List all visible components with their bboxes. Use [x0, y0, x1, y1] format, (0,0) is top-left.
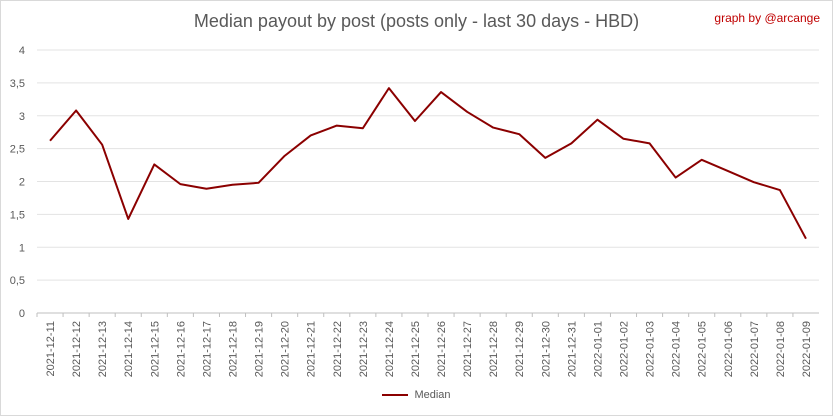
legend-label: Median — [414, 389, 451, 401]
x-tick-label: 2022-01-07 — [749, 321, 761, 377]
chart-credit: graph by @arcange — [714, 11, 820, 25]
series-lines — [49, 87, 807, 240]
x-tick-label: 2021-12-26 — [436, 321, 448, 377]
x-tick-label: 2022-01-08 — [775, 321, 787, 377]
x-tick-label: 2021-12-11 — [45, 321, 57, 376]
series-line-median — [49, 87, 807, 240]
x-tick-label: 2021-12-13 — [97, 321, 109, 377]
gridlines — [37, 49, 819, 314]
legend-swatch — [382, 394, 409, 396]
x-tick-label: 2021-12-19 — [254, 321, 266, 377]
x-tick-label: 2021-12-31 — [566, 321, 578, 377]
y-tick-label: 3,5 — [10, 78, 25, 90]
x-tick-label: 2022-01-09 — [801, 321, 813, 377]
x-tick-label: 2021-12-27 — [462, 321, 474, 377]
x-tick-label: 2021-12-16 — [175, 321, 187, 377]
legend: Median — [1, 389, 832, 401]
x-tick-label: 2021-12-22 — [332, 321, 344, 377]
y-tick-label: 1,5 — [10, 209, 25, 221]
x-tick-label: 2021-12-12 — [71, 321, 83, 377]
y-tick-label: 0 — [19, 308, 25, 320]
x-tick-label: 2022-01-03 — [645, 321, 657, 377]
x-tick-label: 2021-12-20 — [280, 321, 292, 377]
x-tick-label: 2022-01-01 — [592, 321, 604, 377]
y-tick-label: 2,5 — [10, 144, 25, 156]
y-tick-label: 2 — [19, 177, 25, 189]
x-tick-label: 2022-01-05 — [697, 321, 709, 377]
y-tick-label: 4 — [19, 45, 25, 57]
x-tick-label: 2021-12-30 — [540, 321, 552, 377]
x-tick-label: 2021-12-25 — [410, 321, 422, 377]
chart-title: Median payout by post (posts only - last… — [193, 11, 640, 31]
y-axis-ticks: 0 0,5 1 1,5 2 2,5 3 3,5 4 — [10, 45, 25, 320]
x-tick-label: 2021-12-14 — [123, 321, 135, 377]
y-tick-label: 0,5 — [10, 275, 25, 287]
x-tick-label: 2022-01-04 — [671, 321, 683, 377]
x-tick-label: 2021-12-15 — [149, 321, 161, 377]
x-tick-label: 2021-12-23 — [358, 321, 370, 377]
x-tick-label: 2022-01-06 — [723, 321, 735, 377]
x-tick-label: 2021-12-28 — [488, 321, 500, 377]
y-tick-label: 1 — [19, 242, 25, 254]
x-tick-label: 2021-12-29 — [514, 321, 526, 377]
x-tick-label: 2021-12-17 — [201, 321, 213, 377]
x-tick-label: 2021-12-18 — [228, 321, 240, 377]
x-tick-label: 2021-12-24 — [384, 321, 396, 377]
x-tick-label: 2022-01-02 — [619, 321, 631, 377]
x-tick-label: 2021-12-21 — [306, 321, 318, 377]
y-tick-label: 3 — [19, 111, 25, 123]
x-axis-ticks: 2021-12-11 2021-12-12 2021-12-13 2021-12-14… — [36, 313, 813, 377]
